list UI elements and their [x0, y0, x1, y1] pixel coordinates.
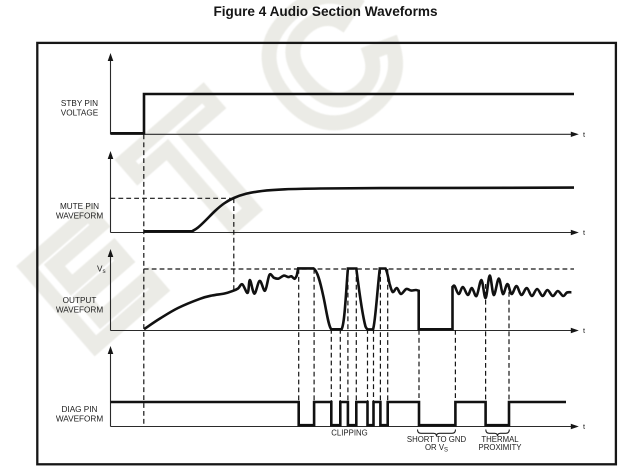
svg-text:CLIPPING: CLIPPING — [331, 429, 367, 438]
svg-text:WAVEFORM: WAVEFORM — [56, 306, 103, 315]
svg-text:DIAG PIN: DIAG PIN — [62, 405, 98, 414]
svg-text:THERMAL: THERMAL — [481, 435, 519, 444]
svg-text:t: t — [583, 228, 586, 237]
svg-text:t: t — [583, 326, 586, 335]
svg-text:SHORT TO GND: SHORT TO GND — [407, 435, 467, 444]
svg-text:Vs: Vs — [97, 265, 106, 276]
svg-text:t: t — [583, 422, 586, 431]
svg-text:OUTPUT: OUTPUT — [63, 296, 97, 305]
svg-text:STBY PIN: STBY PIN — [61, 99, 98, 108]
svg-text:OR VS: OR VS — [425, 443, 448, 454]
svg-text:WAVEFORM: WAVEFORM — [56, 415, 103, 424]
svg-text:WAVEFORM: WAVEFORM — [56, 212, 103, 221]
svg-text:PROXIMITY: PROXIMITY — [479, 443, 523, 452]
svg-text:t: t — [583, 130, 586, 139]
svg-text:MUTE PIN: MUTE PIN — [60, 202, 99, 211]
svg-text:VOLTAGE: VOLTAGE — [61, 109, 99, 118]
